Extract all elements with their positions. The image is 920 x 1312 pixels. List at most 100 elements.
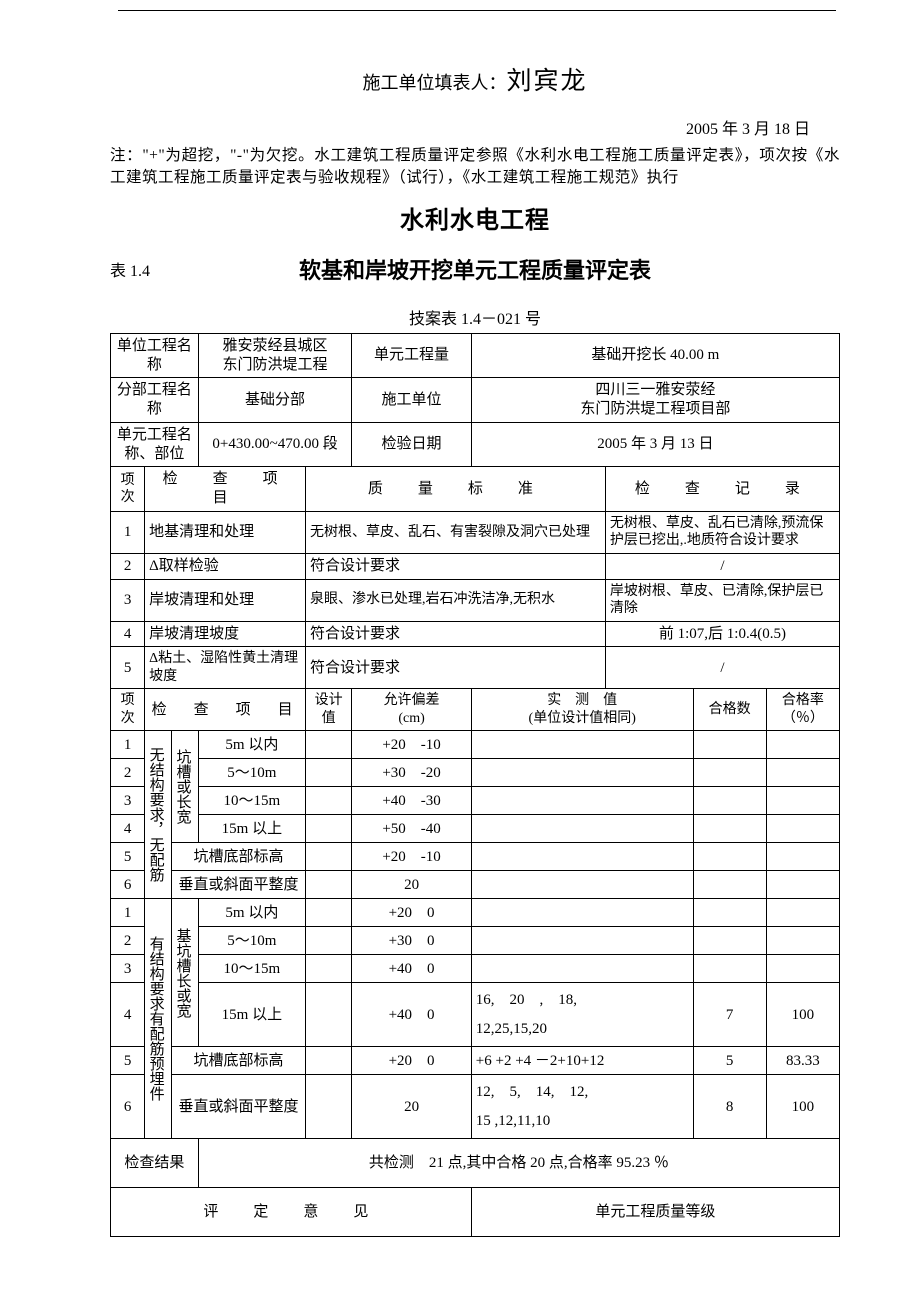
sec2a-tol: +50 -40: [352, 815, 471, 843]
sec2b-measured: +6 +2 +4 －2+10+12: [471, 1047, 693, 1075]
sec2-header: 项 次 检 查 项 目 设计 值 允许偏差 (cm) 实 测 值 (单位设计值相…: [111, 689, 840, 731]
sec2-col-tol: 允许偏差 (cm): [352, 689, 471, 731]
sec1-rec: 前 1:07,后 1:0.4(0.5): [605, 621, 839, 647]
sec2a-no: 5: [111, 843, 145, 871]
info-row-3: 单元工程名称、部位 0+430.00~470.00 段 检验日期 2005 年 …: [111, 422, 840, 467]
check-result-value: 共检测 21 点,其中合格 20 点,合格率 95.23 ％: [198, 1139, 839, 1188]
sec1-rec: /: [605, 553, 839, 579]
sec2a-measured: [471, 731, 693, 759]
sec1-rec: /: [605, 647, 839, 689]
info-row-2: 分部工程名称 基础分部 施工单位 四川三一雅安荥经 东门防洪堤工程项目部: [111, 378, 840, 423]
sec2a-tol: +30 -20: [352, 759, 471, 787]
sec2a-item: 5～10m: [198, 759, 305, 787]
sec2a-design: [306, 731, 352, 759]
group-a-label: 无结构要求，无配筋: [145, 731, 172, 899]
sec2-col-rate: 合格率 （％）: [766, 689, 839, 731]
sec2-col-design: 设计 值: [306, 689, 352, 731]
sec2b-row: 1 有结构要求有配筋预埋件 基坑槽长或宽 5m 以内 +20 0: [111, 899, 840, 927]
sec2a-row: 2 5～10m +30 -20: [111, 759, 840, 787]
page: 施工单位填表人：刘宾龙 2005 年 3 月 18 日 注："+"为超挖，"-"…: [0, 10, 920, 1312]
sec1-row: 3 岸坡清理和处理 泉眼、渗水已处理,岩石冲洗洁净,无积水 岸坡树根、草皮、已清…: [111, 579, 840, 621]
value-unit-qty: 基础开挖长 40.00 m: [471, 333, 839, 378]
sec2a-no: 4: [111, 815, 145, 843]
sec2b-tol: +20 0: [352, 899, 471, 927]
filler-line: 施工单位填表人：刘宾龙: [110, 61, 840, 97]
eval-label: 评 定 意 见: [111, 1188, 472, 1237]
value-construction-unit: 四川三一雅安荥经 东门防洪堤工程项目部: [471, 378, 839, 423]
sec2a-tol: +40 -30: [352, 787, 471, 815]
sec2a-no: 1: [111, 731, 145, 759]
sec2b-no: 6: [111, 1075, 145, 1139]
info-row-1: 单位工程名称 雅安荥经县城区 东门防洪堤工程 单元工程量 基础开挖长 40.00…: [111, 333, 840, 378]
label-construction-unit: 施工单位: [352, 378, 471, 423]
eval-row: 评 定 意 见 单元工程质量等级: [111, 1188, 840, 1237]
sec2a-item: 5m 以内: [198, 731, 305, 759]
sec1-col-item: 检 查 项 目: [145, 467, 306, 512]
sec2a-row: 4 15m 以上 +50 -40: [111, 815, 840, 843]
sec2b-item: 10～15m: [198, 955, 305, 983]
sec1-no: 5: [111, 647, 145, 689]
sec1-row: 1 地基清理和处理 无树根、草皮、乱石、有害裂隙及洞穴已处理 无树根、草皮、乱石…: [111, 511, 840, 553]
sec1-std: 无树根、草皮、乱石、有害裂隙及洞穴已处理: [306, 511, 606, 553]
sec2b-tol: +30 0: [352, 927, 471, 955]
grade-label: 单元工程质量等级: [471, 1188, 839, 1237]
check-result-label: 检查结果: [111, 1139, 199, 1188]
title-row: 表 1.4 软基和岸坡开挖单元工程质量评定表: [110, 257, 840, 281]
sec1-item: 地基清理和处理: [145, 511, 306, 553]
sec2a-no: 6: [111, 871, 145, 899]
sec2b-no: 4: [111, 983, 145, 1047]
sec1-item: Δ取样检验: [145, 553, 306, 579]
sec1-item: 岸坡清理坡度: [145, 621, 306, 647]
doc-no: 技案表 1.4－021 号: [110, 305, 840, 329]
sec1-no: 2: [111, 553, 145, 579]
label-element-name: 单元工程名称、部位: [111, 422, 199, 467]
sub-a-label: 坑槽或长宽: [171, 731, 198, 843]
sec2b-row: 5 坑槽底部标高 +20 0 +6 +2 +4 －2+10+12 5 83.33: [111, 1047, 840, 1075]
sec1-no: 4: [111, 621, 145, 647]
sec2b-tol: 20: [352, 1075, 471, 1139]
sec2a-row: 3 10～15m +40 -30: [111, 787, 840, 815]
sec2-col-item: 检 查 项 目: [145, 689, 306, 731]
sec1-no: 1: [111, 511, 145, 553]
top-rule: [118, 10, 836, 11]
sec1-std: 泉眼、渗水已处理,岩石冲洗洁净,无积水: [306, 579, 606, 621]
sec2b-item: 5m 以内: [198, 899, 305, 927]
label-inspect-date: 检验日期: [352, 422, 471, 467]
sec2a-tol: +20 -10: [352, 843, 471, 871]
group-a-text: 无结构要求，无配筋: [147, 747, 164, 882]
sec2b-item: 5～10m: [198, 927, 305, 955]
check-result-row: 检查结果 共检测 21 点,其中合格 20 点,合格率 95.23 ％: [111, 1139, 840, 1188]
sec2a-item: 10～15m: [198, 787, 305, 815]
filler-name: 刘宾龙: [506, 68, 587, 95]
sec2a-item: 15m 以上: [198, 815, 305, 843]
sec2b-row: 2 5～10m +30 0: [111, 927, 840, 955]
value-subproject: 基础分部: [198, 378, 352, 423]
sec1-row: 5 Δ粘土、湿陷性黄土清理坡度 符合设计要求 /: [111, 647, 840, 689]
sec2a-tol: +20 -10: [352, 731, 471, 759]
sec2a-rate: [766, 731, 839, 759]
label-unit-project: 单位工程名称: [111, 333, 199, 378]
sec1-row: 2 Δ取样检验 符合设计要求 /: [111, 553, 840, 579]
filler-label: 施工单位填表人：: [362, 73, 506, 93]
big-title: 水利水电工程: [110, 200, 840, 235]
label-subproject: 分部工程名称: [111, 378, 199, 423]
sec1-rec: 无树根、草皮、乱石已清除,预流保护层已挖出,.地质符合设计要求: [605, 511, 839, 553]
sub-b-text: 基坑槽长或宽: [174, 928, 191, 1018]
value-element-name: 0+430.00~470.00 段: [198, 422, 352, 467]
note-text: 注："+"为超挖，"-"为欠挖。水工建筑工程质量评定参照《水利水电工程施工质量评…: [110, 145, 840, 190]
sec2a-item: 坑槽底部标高: [171, 843, 305, 871]
sec2b-rate: 100: [766, 1075, 839, 1139]
date-line: 2005 年 3 月 18 日: [110, 115, 810, 139]
group-b-label: 有结构要求有配筋预埋件: [145, 899, 172, 1139]
sec1-item: Δ粘土、湿陷性黄土清理坡度: [145, 647, 306, 689]
sec1-col-no: 项 次: [111, 467, 145, 512]
sec2a-row: 5 坑槽底部标高 +20 -10: [111, 843, 840, 871]
sec2b-no: 1: [111, 899, 145, 927]
sec1-std: 符合设计要求: [306, 621, 606, 647]
sec1-item: 岸坡清理和处理: [145, 579, 306, 621]
sec2b-tol: +20 0: [352, 1047, 471, 1075]
sec2b-measured: 16, 20 , 18, 12,25,15,20: [471, 983, 693, 1047]
sec1-col-std: 质 量 标 准: [306, 467, 606, 512]
sec1-std: 符合设计要求: [306, 647, 606, 689]
sec2b-pass: 8: [693, 1075, 766, 1139]
